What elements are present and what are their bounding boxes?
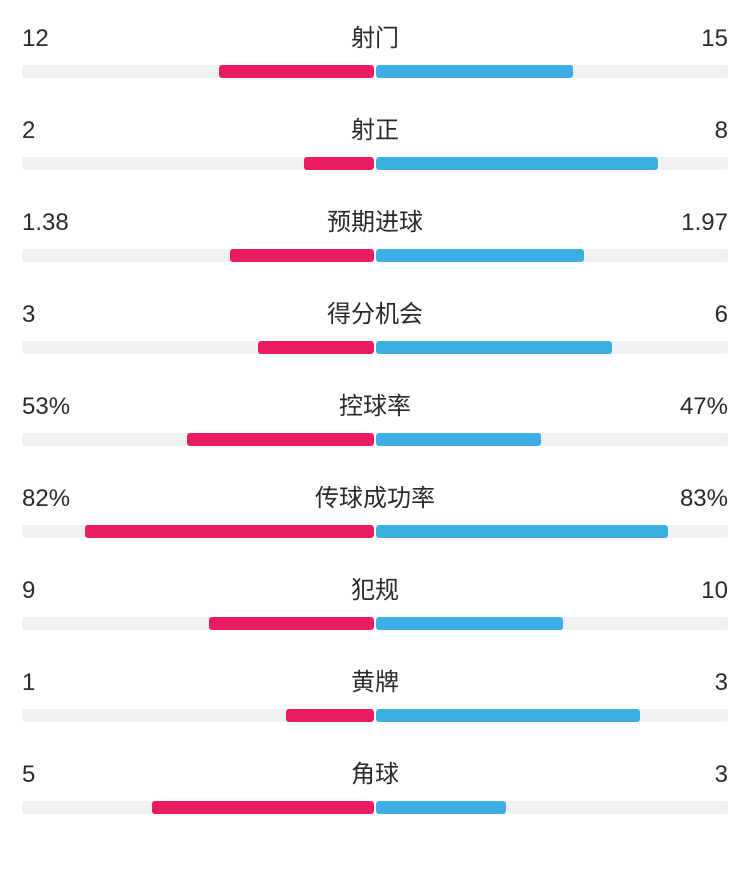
stat-row: 5 角球 3 xyxy=(22,754,728,814)
stat-value-right: 8 xyxy=(668,117,728,145)
stat-labels: 3 得分机会 6 xyxy=(22,294,728,329)
stat-value-right: 6 xyxy=(668,301,728,329)
stat-bar-left-track xyxy=(22,709,374,722)
stat-name: 传球成功率 xyxy=(82,478,668,513)
stat-labels: 9 犯规 10 xyxy=(22,570,728,605)
stat-bar-right-fill xyxy=(376,249,584,262)
stat-bar-left-track xyxy=(22,525,374,538)
stat-bar-right-fill xyxy=(376,157,658,170)
stat-value-right: 83% xyxy=(668,485,728,513)
stat-name: 射正 xyxy=(82,110,668,145)
stat-bar-left-fill xyxy=(304,157,374,170)
stat-bar-left-fill xyxy=(219,65,374,78)
stat-bar xyxy=(22,157,728,170)
stat-name: 角球 xyxy=(82,754,668,789)
stat-bar xyxy=(22,617,728,630)
stat-bar-right-track xyxy=(376,65,728,78)
stat-bar-left-fill xyxy=(152,801,374,814)
stat-bar-right-fill xyxy=(376,801,506,814)
stat-value-right: 15 xyxy=(668,25,728,53)
stat-bar-right-fill xyxy=(376,65,573,78)
stat-bar-right-fill xyxy=(376,525,668,538)
stat-bar xyxy=(22,341,728,354)
stat-bar-left-track xyxy=(22,249,374,262)
stat-row: 2 射正 8 xyxy=(22,110,728,170)
stat-bar xyxy=(22,65,728,78)
stat-bar-right-track xyxy=(376,249,728,262)
stat-value-left: 9 xyxy=(22,577,82,605)
stat-labels: 82% 传球成功率 83% xyxy=(22,478,728,513)
stat-value-right: 10 xyxy=(668,577,728,605)
stat-row: 3 得分机会 6 xyxy=(22,294,728,354)
stat-bar-left-fill xyxy=(187,433,374,446)
stat-bar-right-track xyxy=(376,433,728,446)
stat-name: 黄牌 xyxy=(82,662,668,697)
stat-bar-right-track xyxy=(376,341,728,354)
stat-labels: 53% 控球率 47% xyxy=(22,386,728,421)
stat-bar xyxy=(22,709,728,722)
stat-bar-right-fill xyxy=(376,433,541,446)
stat-name: 得分机会 xyxy=(82,294,668,329)
stat-name: 控球率 xyxy=(82,386,668,421)
stat-bar-right-track xyxy=(376,709,728,722)
stat-bar-right-fill xyxy=(376,709,640,722)
stat-bar-left-fill xyxy=(258,341,374,354)
stat-bar-left-track xyxy=(22,341,374,354)
stat-name: 射门 xyxy=(82,18,668,53)
stat-row: 9 犯规 10 xyxy=(22,570,728,630)
stat-bar-left-track xyxy=(22,157,374,170)
stat-value-right: 47% xyxy=(668,393,728,421)
stat-row: 1.38 预期进球 1.97 xyxy=(22,202,728,262)
stat-value-left: 82% xyxy=(22,485,82,513)
stat-value-left: 5 xyxy=(22,761,82,789)
stat-bar-left-fill xyxy=(209,617,374,630)
stat-bar-left-fill xyxy=(230,249,374,262)
stat-bar-right-track xyxy=(376,157,728,170)
stat-labels: 12 射门 15 xyxy=(22,18,728,53)
stat-bar-left-track xyxy=(22,801,374,814)
stat-bar-left-track xyxy=(22,433,374,446)
stat-row: 82% 传球成功率 83% xyxy=(22,478,728,538)
stat-labels: 2 射正 8 xyxy=(22,110,728,145)
stat-bar-right-fill xyxy=(376,617,563,630)
stat-bar xyxy=(22,249,728,262)
stat-bar-right-track xyxy=(376,801,728,814)
stat-bar xyxy=(22,801,728,814)
stat-name: 犯规 xyxy=(82,570,668,605)
stat-bar-left-track xyxy=(22,65,374,78)
stat-value-left: 3 xyxy=(22,301,82,329)
match-stats-panel: 12 射门 15 2 射正 8 1.38 xyxy=(0,0,750,856)
stat-bar xyxy=(22,433,728,446)
stat-value-left: 1.38 xyxy=(22,209,82,237)
stat-value-left: 2 xyxy=(22,117,82,145)
stat-value-left: 53% xyxy=(22,393,82,421)
stat-name: 预期进球 xyxy=(82,202,668,237)
stat-row: 12 射门 15 xyxy=(22,18,728,78)
stat-value-left: 12 xyxy=(22,25,82,53)
stat-value-right: 3 xyxy=(668,669,728,697)
stat-row: 53% 控球率 47% xyxy=(22,386,728,446)
stat-bar-right-track xyxy=(376,525,728,538)
stat-value-left: 1 xyxy=(22,669,82,697)
stat-value-right: 1.97 xyxy=(668,209,728,237)
stat-value-right: 3 xyxy=(668,761,728,789)
stat-labels: 1 黄牌 3 xyxy=(22,662,728,697)
stat-bar-left-fill xyxy=(85,525,374,538)
stat-bar xyxy=(22,525,728,538)
stat-bar-right-track xyxy=(376,617,728,630)
stat-row: 1 黄牌 3 xyxy=(22,662,728,722)
stat-bar-left-track xyxy=(22,617,374,630)
stat-labels: 5 角球 3 xyxy=(22,754,728,789)
stat-labels: 1.38 预期进球 1.97 xyxy=(22,202,728,237)
stat-bar-left-fill xyxy=(286,709,374,722)
stat-bar-right-fill xyxy=(376,341,612,354)
